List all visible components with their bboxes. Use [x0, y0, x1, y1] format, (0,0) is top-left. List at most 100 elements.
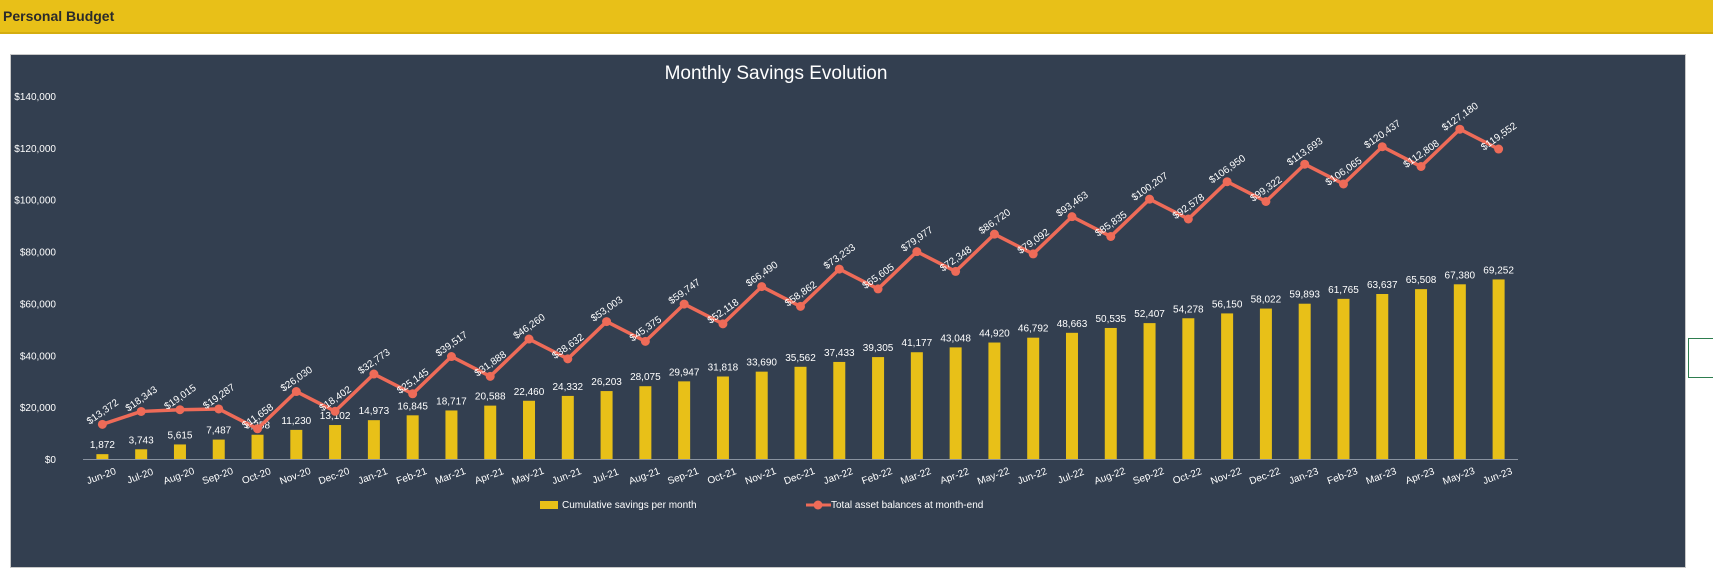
x-tick-label: Feb-21 — [395, 466, 429, 487]
bar — [1259, 308, 1272, 459]
header-bar: Personal Budget — [0, 0, 1713, 34]
bar-data-label: 48,663 — [1057, 319, 1088, 330]
bar — [96, 454, 109, 459]
x-tick-label: Nov-21 — [744, 466, 778, 488]
line-point — [1300, 159, 1310, 169]
line-point — [989, 229, 999, 239]
x-tick-label: Oct-21 — [706, 466, 738, 487]
bar — [523, 400, 536, 459]
line-point — [1106, 231, 1116, 241]
line-point — [1261, 196, 1271, 206]
line-point — [718, 319, 728, 329]
bar-data-label: 11,230 — [281, 416, 311, 427]
bar-data-label: 67,380 — [1445, 270, 1476, 281]
x-tick-label: Jan-21 — [357, 466, 390, 487]
bar-data-label: 13,102 — [320, 411, 351, 422]
bar-data-label: 46,792 — [1018, 324, 1049, 335]
line-point — [485, 371, 495, 381]
bar — [212, 439, 225, 459]
savings-chart: Monthly Savings Evolution $0 $20,000 $40,0… — [14, 63, 1519, 511]
x-tick-label: Jul-21 — [591, 467, 621, 487]
x-tick-label: Apr-21 — [473, 466, 505, 487]
line-point — [408, 389, 418, 399]
chart-frame[interactable]: Monthly Savings Evolution $0 $20,000 $40,0… — [10, 54, 1686, 568]
line-point — [175, 405, 185, 415]
bar-data-label: 52,407 — [1134, 309, 1165, 320]
bar-data-label: 50,535 — [1095, 314, 1126, 325]
line-series — [97, 124, 1504, 434]
bar-data-label: 69,252 — [1483, 265, 1514, 276]
x-tick-label: Dec-20 — [317, 466, 351, 488]
x-tick-label: Aug-22 — [1093, 466, 1127, 488]
line-point — [1145, 194, 1155, 204]
line-point — [1494, 144, 1504, 154]
bar — [1298, 303, 1311, 459]
bar — [1492, 279, 1505, 459]
line-point — [253, 424, 263, 434]
bar-data-label: 61,765 — [1328, 285, 1359, 296]
x-tick-label: Feb-23 — [1326, 466, 1360, 487]
line-point — [524, 334, 534, 344]
bar — [329, 425, 342, 459]
x-tick-label: Mar-23 — [1365, 466, 1399, 487]
x-tick-label: Aug-20 — [162, 466, 196, 488]
bar-data-label: 54,278 — [1173, 304, 1204, 315]
line-point — [97, 419, 107, 429]
bar-data-label: 59,893 — [1289, 290, 1320, 301]
line-point — [796, 301, 805, 311]
line-point — [757, 282, 767, 292]
y-tick-label: $120,000 — [14, 144, 56, 155]
bar-data-label: 65,508 — [1406, 275, 1437, 286]
legend-label-bars: Cumulative savings per month — [562, 500, 697, 511]
bar-data-label: 58,022 — [1251, 295, 1282, 306]
line-point — [1183, 214, 1193, 224]
legend-label-line: Total asset balances at month-end — [831, 500, 983, 511]
y-tick-label: $140,000 — [14, 92, 56, 103]
line-point — [834, 264, 844, 274]
line-point — [602, 317, 612, 327]
bar-series — [96, 279, 1505, 459]
line-point — [446, 352, 456, 362]
bar — [1104, 327, 1117, 459]
selected-cell[interactable] — [1688, 338, 1713, 378]
bar-data-label: 16,845 — [397, 401, 428, 412]
bar-data-label: 20,588 — [475, 392, 506, 403]
bar — [1337, 298, 1350, 459]
bar — [716, 376, 729, 459]
line-point — [330, 406, 340, 416]
y-tick-label: $20,000 — [20, 403, 57, 414]
x-tick-label: Jun-20 — [85, 466, 118, 487]
bar — [1182, 318, 1195, 459]
bar — [794, 366, 807, 459]
x-tick-label: Jun-21 — [551, 466, 584, 487]
bar — [910, 352, 923, 459]
bar — [367, 420, 380, 459]
bar-data-label: 41,177 — [902, 338, 933, 349]
legend: Cumulative savings per month Total asset… — [540, 500, 983, 511]
bar-data-label: 44,920 — [979, 329, 1010, 340]
x-tick-label: Nov-20 — [278, 466, 312, 488]
bar — [290, 429, 303, 459]
line-point — [1028, 249, 1038, 259]
bar — [988, 342, 1001, 459]
x-tick-label: Mar-21 — [434, 466, 468, 487]
bar — [949, 347, 962, 459]
bar-data-label: 24,332 — [553, 382, 584, 393]
line-point — [214, 404, 224, 414]
line-point — [1222, 177, 1232, 187]
y-tick-label: $80,000 — [20, 248, 57, 259]
x-tick-label: Feb-22 — [860, 466, 894, 487]
y-tick-label: $40,000 — [20, 351, 57, 362]
x-tick-label: Nov-22 — [1209, 466, 1243, 488]
x-tick-label: May-22 — [976, 466, 1012, 488]
line-point — [1455, 124, 1465, 134]
bar-data-label: 28,075 — [630, 372, 661, 383]
line-point — [1416, 162, 1426, 172]
x-tick-label: May-21 — [511, 466, 547, 488]
bar-data-label: 26,203 — [591, 377, 622, 388]
bar-data-label: 33,690 — [746, 358, 777, 369]
page-title: Personal Budget — [3, 8, 115, 24]
line-point — [369, 369, 379, 379]
x-tick-label: Sep-20 — [201, 466, 235, 488]
bar-data-label: 5,615 — [167, 430, 192, 441]
